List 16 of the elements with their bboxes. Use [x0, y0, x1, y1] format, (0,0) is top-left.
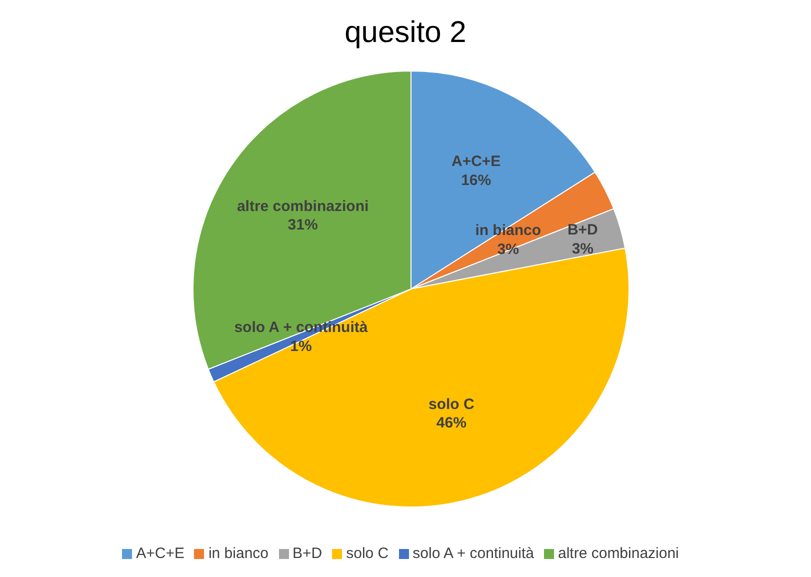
data-label: 46% [436, 414, 466, 432]
slice-label: solo C [428, 396, 474, 413]
chart-title: quesito 2 [344, 15, 468, 51]
data-label: 16% [461, 172, 492, 189]
legend-label: solo C [346, 545, 389, 562]
data-label: 3% [572, 240, 594, 258]
legend-label: solo A + continuità [412, 545, 534, 562]
slice-label: altre combinazioni [236, 198, 369, 215]
slice-label: A+C+E [452, 153, 501, 170]
legend-label: A+C+E [136, 545, 184, 562]
legend-label: in bianco [208, 545, 269, 562]
data-label: 31% [288, 216, 318, 234]
slice-label: B+D [567, 222, 598, 239]
data-label: 1% [290, 338, 312, 355]
legend-label: B+D [292, 545, 322, 562]
legend-label: altre combinazioni [558, 545, 679, 562]
